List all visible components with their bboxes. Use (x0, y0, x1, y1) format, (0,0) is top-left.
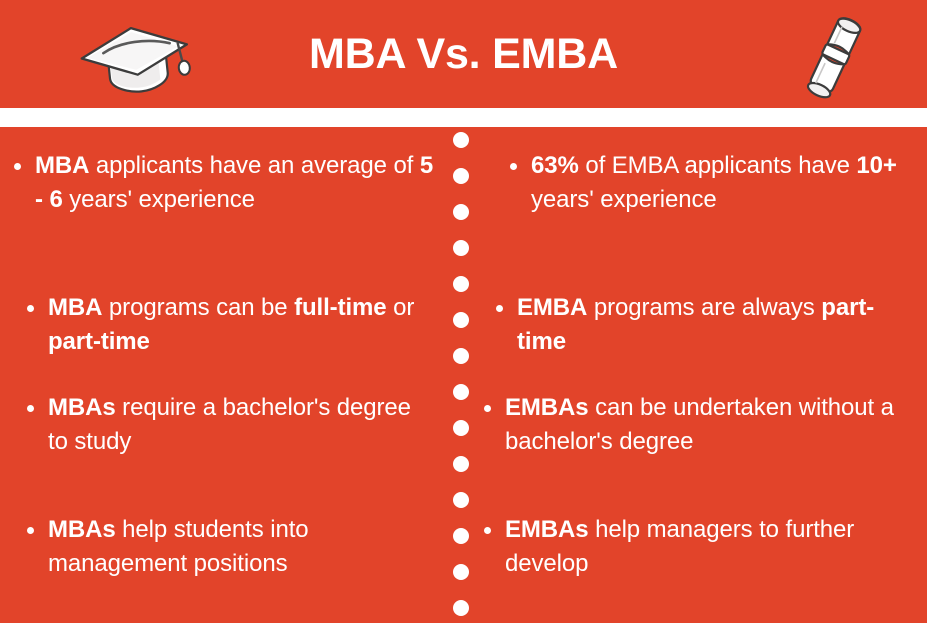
list-item-text: EMBAs help managers to further develop (505, 516, 855, 577)
emphasis-text: part-time (48, 328, 150, 355)
list-item: MBA applicants have an average of 5 - 6 … (14, 149, 434, 217)
list-item: MBAs help students into management posit… (27, 513, 437, 581)
divider-dot (453, 204, 469, 220)
list-item-text: EMBA programs are always part-time (517, 294, 875, 355)
emphasis-text: MBA (48, 294, 103, 321)
emphasis-text: MBAs (48, 394, 116, 421)
list-item-text: MBA applicants have an average of 5 - 6 … (35, 152, 434, 213)
dotted-divider (453, 132, 469, 618)
divider-dot (453, 132, 469, 148)
emba-column: 63% of EMBA applicants have 10+ years' e… (482, 127, 927, 623)
bullet-point-icon (14, 163, 21, 170)
emphasis-text: EMBAs (505, 394, 589, 421)
emphasis-text: EMBAs (505, 516, 589, 543)
divider-dot (453, 456, 469, 472)
list-item: EMBA programs are always part-time (496, 291, 916, 359)
emphasis-text: MBAs (48, 516, 116, 543)
emphasis-text: full-time (294, 294, 387, 321)
bullet-point-icon (27, 305, 34, 312)
list-item: EMBAs can be undertaken without a bachel… (484, 391, 924, 459)
header-banner: MBA Vs. EMBA (0, 0, 927, 108)
emphasis-text: 63% (531, 152, 579, 179)
divider-dot (453, 384, 469, 400)
bullet-point-icon (510, 163, 517, 170)
divider-dot (453, 276, 469, 292)
bullet-point-icon (484, 527, 491, 534)
bullet-point-icon (27, 527, 34, 534)
list-item: MBAs require a bachelor's degree to stud… (27, 391, 437, 459)
emphasis-text: part-time (517, 294, 875, 355)
emphasis-text: 5 - 6 (35, 152, 434, 213)
list-item: MBA programs can be full-time or part-ti… (27, 291, 437, 359)
divider-dot (453, 492, 469, 508)
list-item-text: EMBAs can be undertaken without a bachel… (505, 394, 894, 455)
emphasis-text: MBA (35, 152, 90, 179)
list-item-text: 63% of EMBA applicants have 10+ years' e… (531, 152, 897, 213)
divider-dot (453, 168, 469, 184)
mba-column: MBA applicants have an average of 5 - 6 … (0, 127, 445, 623)
divider-dot (453, 420, 469, 436)
divider-dot (453, 564, 469, 580)
list-item-text: MBAs require a bachelor's degree to stud… (48, 394, 411, 455)
bullet-point-icon (484, 405, 491, 412)
emphasis-text: 10+ (856, 152, 897, 179)
list-item: EMBAs help managers to further develop (484, 513, 924, 581)
emphasis-text: EMBA (517, 294, 588, 321)
list-item-text: MBAs help students into management posit… (48, 516, 309, 577)
list-item: 63% of EMBA applicants have 10+ years' e… (510, 149, 927, 217)
bullet-point-icon (496, 305, 503, 312)
divider-dot (453, 312, 469, 328)
diploma-scroll-icon (790, 14, 876, 102)
divider-dot (453, 528, 469, 544)
divider-dot (453, 348, 469, 364)
bullet-point-icon (27, 405, 34, 412)
divider-dot (453, 600, 469, 616)
divider-dot (453, 240, 469, 256)
page-title: MBA Vs. EMBA (309, 29, 618, 78)
list-item-text: MBA programs can be full-time or part-ti… (48, 294, 415, 355)
graduation-cap-icon (74, 20, 194, 96)
